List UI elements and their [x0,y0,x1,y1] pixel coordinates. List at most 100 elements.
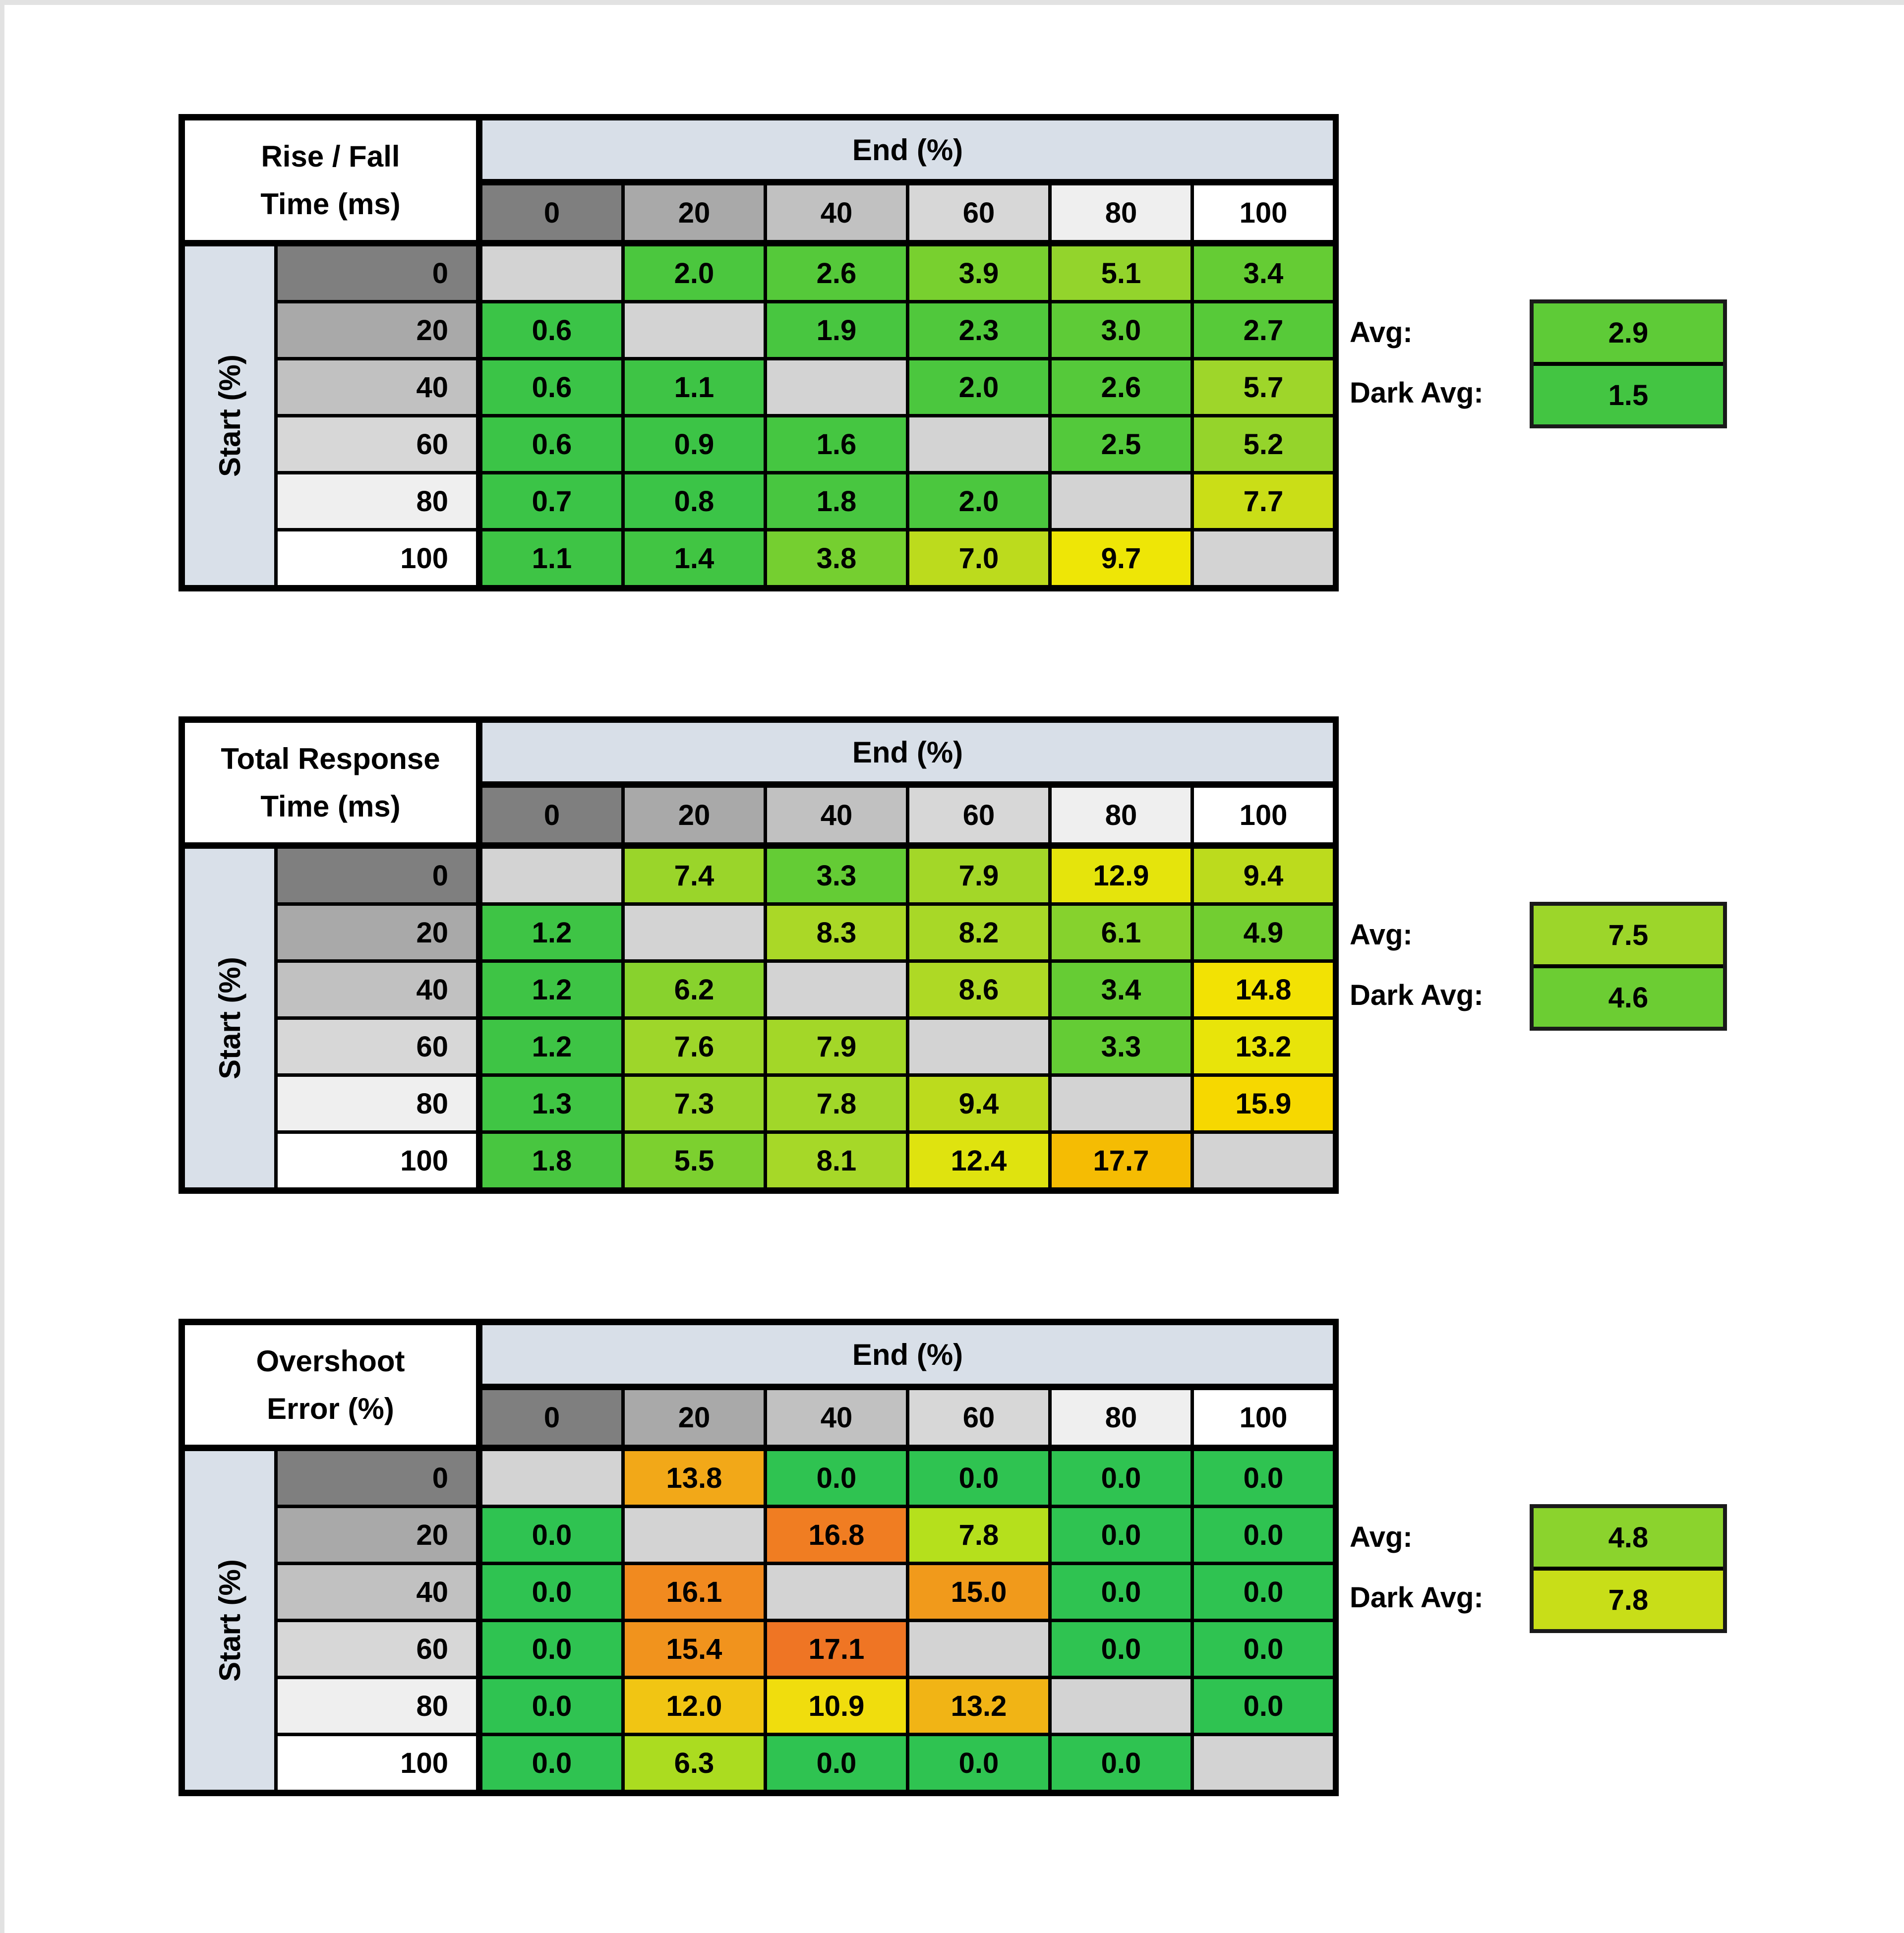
value-cell: 6.1 [1052,906,1190,959]
value-cell: 0.0 [909,1451,1048,1505]
diagonal-cell [482,849,621,902]
dark-avg-label: Dark Avg: [1350,377,1484,409]
value-cell: 1.2 [482,1020,621,1073]
dark-avg-label: Dark Avg: [1350,979,1484,1011]
value-cell: 0.7 [482,474,621,528]
value-cell: 2.0 [909,474,1048,528]
start-axis-label: Start (%) [185,246,274,585]
row-header-cell: 20 [278,906,476,959]
col-header-cell: 100 [1194,1390,1333,1445]
value-cell: 0.0 [1052,1622,1190,1676]
end-axis-header: End (%) [482,120,1333,179]
value-cell: 0.6 [482,417,621,471]
value-cell: 5.5 [625,1134,764,1187]
value-cell: 2.6 [767,246,906,300]
diagonal-cell [767,963,906,1016]
row-header-cell: 80 [278,1077,476,1130]
col-header-cell: 0 [482,788,621,842]
value-cell: 0.0 [482,1508,621,1562]
value-cell: 0.0 [767,1736,906,1790]
table-title-cell: Rise / Fall Time (ms) [185,120,476,240]
start-axis-label-text: Start (%) [213,354,246,477]
row-header-cell: 20 [278,303,476,357]
value-cell: 5.2 [1194,417,1333,471]
value-cell: 3.3 [767,849,906,902]
col-header-cell: 0 [482,185,621,240]
col-header-cell: 40 [767,788,906,842]
row-header-cell: 60 [278,1622,476,1676]
col-header-cell: 40 [767,185,906,240]
col-header-cell: 100 [1194,788,1333,842]
start-axis-label: Start (%) [185,849,274,1187]
col-header-cell: 60 [909,1390,1048,1445]
value-cell: 1.9 [767,303,906,357]
value-cell: 3.0 [1052,303,1190,357]
col-header-cell: 60 [909,185,1048,240]
value-cell: 6.2 [625,963,764,1016]
value-cell: 0.0 [482,1679,621,1733]
diagonal-cell [1194,1134,1333,1187]
value-cell: 8.3 [767,906,906,959]
row-header-cell: 40 [278,963,476,1016]
value-cell: 0.8 [625,474,764,528]
diagonal-cell [767,1565,906,1619]
window-top-edge [0,0,1904,5]
value-cell: 5.1 [1052,246,1190,300]
diagonal-cell [482,246,621,300]
col-header-cell: 20 [625,788,764,842]
diagonal-cell [625,303,764,357]
value-cell: 0.0 [482,1622,621,1676]
value-cell: 0.6 [482,360,621,414]
window-left-edge [0,0,4,1933]
value-cell: 1.6 [767,417,906,471]
value-cell: 5.7 [1194,360,1333,414]
value-cell: 7.6 [625,1020,764,1073]
diagonal-cell [625,906,764,959]
value-cell: 1.1 [482,531,621,585]
value-cell: 16.8 [767,1508,906,1562]
avg-label: Avg: [1350,919,1413,951]
value-cell: 0.0 [1052,1508,1190,1562]
value-cell: 13.2 [1194,1020,1333,1073]
diagonal-cell [625,1508,764,1562]
heatmap-table: Total Response Time (ms) End (%) 0 20 40 60 80 1… [178,716,1339,1194]
value-cell: 0.0 [767,1451,906,1505]
table-title-cell: Total Response Time (ms) [185,723,476,842]
avg-value-box: 2.9 [1534,303,1723,362]
value-cell: 16.1 [625,1565,764,1619]
avg-label: Avg: [1350,316,1413,349]
value-cell: 2.0 [909,360,1048,414]
value-cell: 12.9 [1052,849,1190,902]
table-title-line2: Error (%) [267,1392,394,1425]
row-header-cell: 100 [278,1736,476,1790]
diagonal-cell [909,1622,1048,1676]
value-cell: 2.5 [1052,417,1190,471]
value-cell: 0.0 [1052,1565,1190,1619]
value-cell: 8.2 [909,906,1048,959]
value-cell: 0.0 [1194,1679,1333,1733]
value-cell: 1.8 [767,474,906,528]
row-header-cell: 80 [278,474,476,528]
value-cell: 8.1 [767,1134,906,1187]
value-cell: 1.2 [482,963,621,1016]
value-cell: 4.9 [1194,906,1333,959]
table-title-line2: Time (ms) [260,187,401,221]
end-axis-header: End (%) [482,723,1333,781]
avg-summary-box: 7.5 4.6 [1530,902,1727,1031]
value-cell: 7.4 [625,849,764,902]
value-cell: 15.4 [625,1622,764,1676]
value-cell: 2.3 [909,303,1048,357]
value-cell: 1.1 [625,360,764,414]
row-header-cell: 100 [278,1134,476,1187]
value-cell: 12.4 [909,1134,1048,1187]
value-cell: 0.0 [1052,1736,1190,1790]
value-cell: 10.9 [767,1679,906,1733]
col-header-cell: 80 [1052,1390,1190,1445]
row-header-cell: 60 [278,1020,476,1073]
col-header-cell: 20 [625,1390,764,1445]
value-cell: 2.6 [1052,360,1190,414]
value-cell: 3.3 [1052,1020,1190,1073]
table-title-line1: Total Response [221,742,440,775]
value-cell: 1.4 [625,531,764,585]
value-cell: 0.6 [482,303,621,357]
